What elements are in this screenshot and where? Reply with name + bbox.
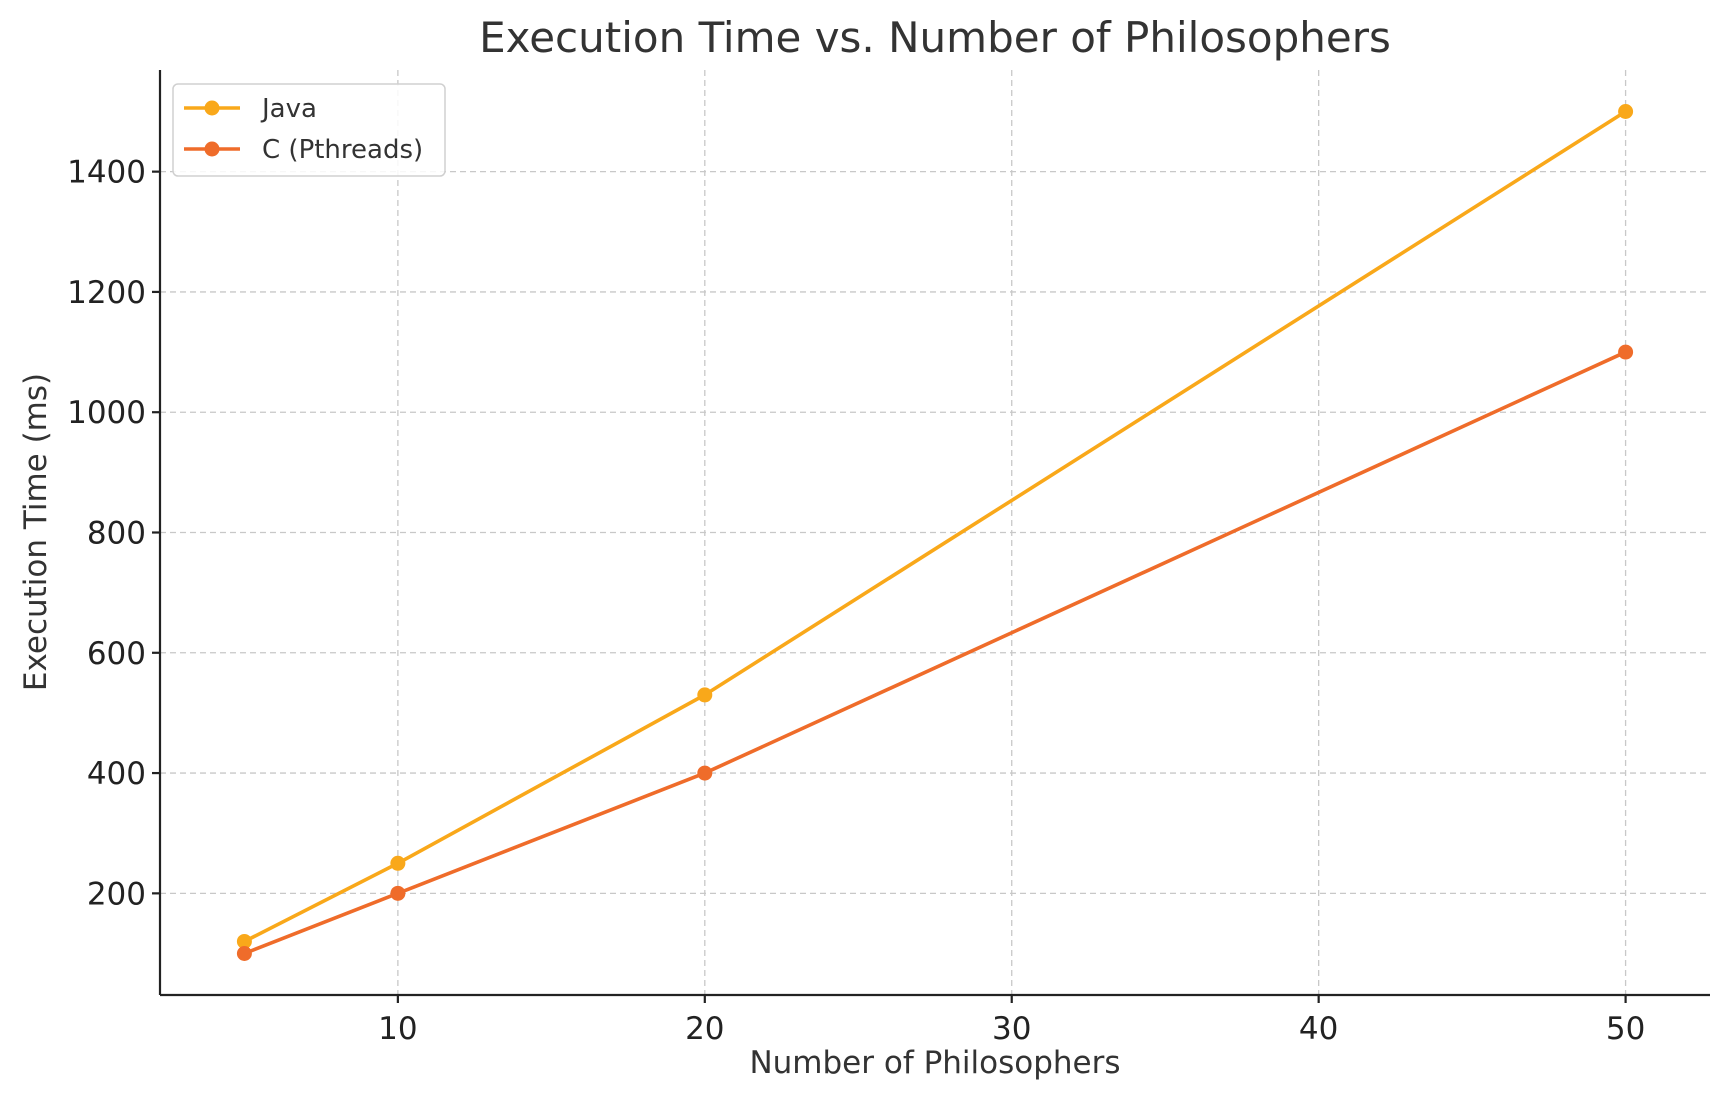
data-point-c-pthreads bbox=[236, 946, 252, 962]
data-point-c-pthreads bbox=[697, 765, 713, 781]
y-tick-label: 400 bbox=[87, 756, 146, 792]
legend-box bbox=[172, 83, 446, 177]
data-point-java bbox=[697, 687, 713, 703]
x-tick-label: 20 bbox=[685, 1011, 724, 1047]
series bbox=[236, 103, 1634, 962]
data-point-java bbox=[390, 855, 406, 871]
y-axis-label: Execution Time (ms) bbox=[18, 373, 54, 691]
x-tick-label: 10 bbox=[378, 1011, 417, 1047]
legend-label-c-pthreads: C (Pthreads) bbox=[262, 135, 423, 165]
y-tick-label: 1400 bbox=[67, 155, 146, 191]
x-axis-label: Number of Philosophers bbox=[749, 1045, 1120, 1081]
legend-label-java: Java bbox=[260, 94, 317, 124]
legend-marker-c-pthreads bbox=[204, 141, 220, 157]
data-point-c-pthreads bbox=[390, 885, 406, 901]
chart-title: Execution Time vs. Number of Philosopher… bbox=[479, 13, 1391, 62]
x-tick-label: 30 bbox=[992, 1011, 1031, 1047]
y-tick-label: 1200 bbox=[67, 275, 146, 311]
y-tick-label: 800 bbox=[87, 516, 146, 552]
x-tick-label: 40 bbox=[1299, 1011, 1338, 1047]
data-point-java bbox=[236, 933, 252, 949]
legend: Java C (Pthreads) bbox=[172, 83, 446, 177]
grid bbox=[160, 70, 1710, 995]
data-point-c-pthreads bbox=[1618, 344, 1634, 360]
y-tick-label: 1000 bbox=[67, 395, 146, 431]
series-line-java bbox=[242, 109, 1628, 944]
y-tick-label: 200 bbox=[87, 876, 146, 912]
x-tick-label: 50 bbox=[1606, 1011, 1645, 1047]
tick-labels: 10 20 30 40 50 200 400 600 800 1000 1200 1400 bbox=[67, 155, 1645, 1047]
y-tick-label: 600 bbox=[87, 636, 146, 672]
legend-marker-java bbox=[204, 100, 220, 116]
series-line-c-pthreads bbox=[242, 350, 1628, 956]
data-point-java bbox=[1618, 103, 1634, 119]
